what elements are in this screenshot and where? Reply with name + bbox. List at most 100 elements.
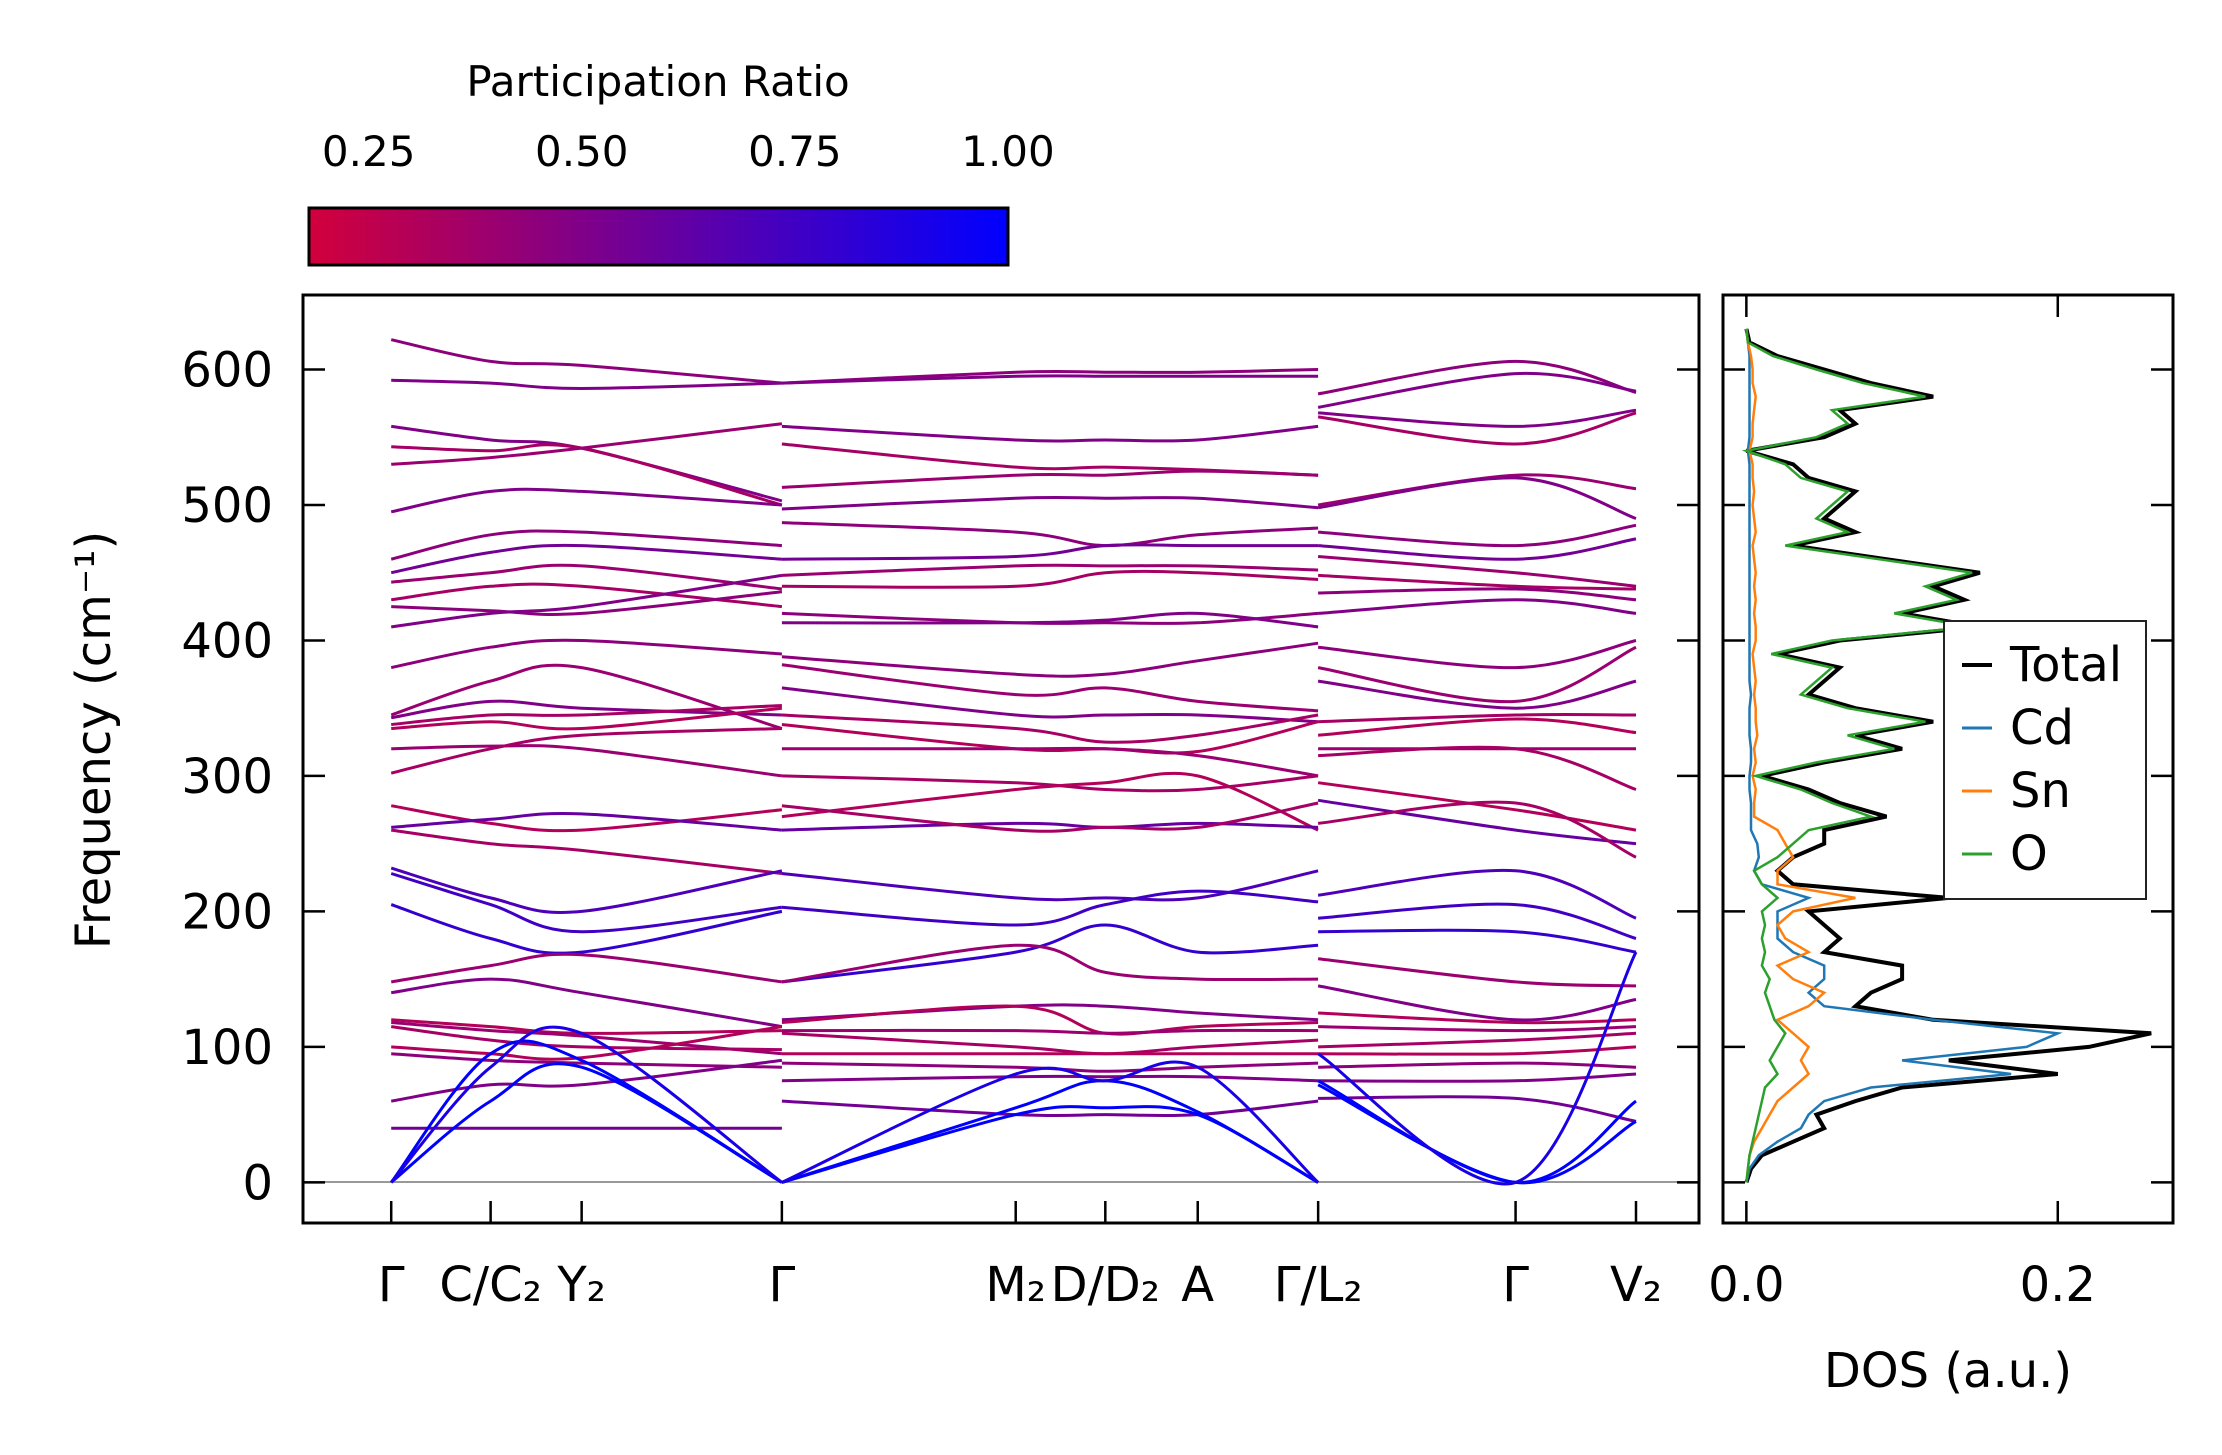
band-15-segment-1 [781,713,1319,744]
colorbar-tick-label: 0.75 [748,127,842,176]
band-8-segment-1 [781,563,1319,577]
band-1-segment-0 [391,378,782,391]
band-0-segment-0 [390,338,783,385]
band-18-segment-1 [781,774,1319,793]
band-21-segment-1 [781,801,1319,833]
band-28-segment-2 [1318,1025,1637,1033]
band-30-segment-2 [1318,1045,1637,1056]
dos-x-tick-label: 0.2 [2020,1257,2096,1313]
band-29-segment-2 [1318,1031,1637,1049]
band-10-segment-0 [391,590,783,616]
band-1-segment-2 [1317,371,1637,409]
colorbar-tick-label: 0.50 [535,127,629,176]
dos-x-axis-label: DOS (a.u.) [1824,1343,2072,1399]
y-tick-label: 200 [181,884,273,940]
band-34-segment-0 [390,1062,783,1184]
band-11-segment-2 [1317,598,1637,615]
band-7-segment-2 [1317,537,1637,561]
y-tick-label: 400 [181,613,273,669]
band-5-segment-0 [390,487,783,514]
band-36-segment-2 [1317,951,1638,1186]
band-31-segment-0 [391,1052,782,1069]
band-21-segment-0 [390,828,783,875]
colorbar-ticks: 0.25 0.50 0.75 1.00 [322,127,1055,265]
band-14-segment-2 [1317,679,1637,710]
band-4-segment-2 [1317,473,1637,507]
y-tick-label: 600 [181,343,273,399]
band-25-segment-2 [1317,957,1637,988]
x-tick-label: Γ [768,1257,795,1313]
band-11-segment-0 [390,573,783,629]
dos-axes-frame [1721,293,2175,1225]
legend: Total Cd Sn O [1943,620,2147,900]
band-19-segment-0 [390,804,783,833]
band-6-segment-1 [781,521,1319,548]
band-36-segment-0 [390,1025,783,1184]
y-tick-label: 500 [181,478,273,534]
band-25-segment-0 [390,952,783,984]
band-18-segment-2 [1318,745,1637,791]
band-32-segment-1 [781,1074,1319,1083]
band-5-segment-1 [781,495,1319,511]
band-22-segment-2 [1317,868,1637,920]
band-16-segment-0 [391,706,783,731]
x-tick-label: Γ [378,1257,405,1313]
band-11-segment-1 [781,611,1319,629]
band-14-segment-1 [781,686,1319,724]
x-tick-label: D/D₂ [1051,1257,1160,1313]
legend-label: Cd [2010,700,2074,756]
band-18-segment-0 [390,727,782,775]
band-9-segment-1 [781,569,1319,589]
dos-series-cd [1745,328,2063,1183]
band-16-segment-2 [1317,717,1637,737]
band-29-segment-1 [781,1031,1319,1056]
legend-label: Total [2009,637,2122,693]
y-tick-label: 100 [181,1020,273,1076]
band-34-segment-2 [1317,1083,1637,1185]
band-7-segment-1 [781,543,1319,561]
bands [390,338,1638,1186]
band-17-segment-0 [391,744,783,778]
band-12-segment-1 [781,641,1319,678]
dos-axis-ticks: 0.0 0.2 [1708,295,2173,1313]
band-24-segment-2 [1318,928,1637,954]
band-15-segment-0 [391,704,782,726]
band-26-segment-2 [1317,984,1637,1022]
dos-series-sn [1745,328,1856,1183]
band-30-segment-0 [391,1025,783,1061]
band-35-segment-0 [390,1039,783,1184]
band-structure-panel: Γ C/C₂ Y₂ Γ M₂ D/D₂ A Γ/L₂ Γ V₂ 0 100 200 300 400 500 60… [66,293,1701,1313]
y-axis-label: Frequency (cm⁻¹) [66,531,122,949]
band-1-segment-1 [781,374,1319,385]
band-33-segment-2 [1318,1095,1637,1123]
band-27-segment-1 [781,1004,1319,1036]
band-23-segment-0 [390,872,783,934]
x-tick-label: V₂ [1610,1257,1662,1313]
band-25-segment-1 [781,943,1319,984]
band-7-segment-0 [390,543,783,575]
x-tick-label: M₂ [985,1257,1046,1313]
band-27-segment-2 [1318,1011,1637,1025]
dos-series-o [1741,328,1973,1183]
band-32-segment-2 [1318,1072,1637,1083]
main-axis-ticks: Γ C/C₂ Y₂ Γ M₂ D/D₂ A Γ/L₂ Γ V₂ 0 100 200 300 400 500 60… [181,343,1699,1313]
band-10-segment-1 [781,611,1319,625]
band-6-segment-0 [390,529,783,561]
band-36-segment-1 [781,1060,1320,1184]
band-0-segment-2 [1317,359,1637,396]
band-6-segment-2 [1317,523,1637,548]
dos-panel: 0.0 0.2 DOS (a.u.) Total Cd Sn O [1708,293,2175,1399]
band-13-segment-0 [390,663,783,730]
main-axes-frame [301,293,1701,1225]
band-3-segment-0 [391,443,783,507]
band-13-segment-1 [781,663,1319,713]
band-35-segment-2 [1317,1079,1637,1184]
x-tick-label: Γ [1502,1257,1529,1313]
band-12-segment-0 [390,638,783,670]
colorbar-label: Participation Ratio [466,57,849,106]
band-8-segment-0 [391,563,783,591]
band-2-segment-0 [390,424,783,503]
band-33-segment-1 [781,1099,1319,1118]
band-29-segment-0 [390,1025,782,1052]
